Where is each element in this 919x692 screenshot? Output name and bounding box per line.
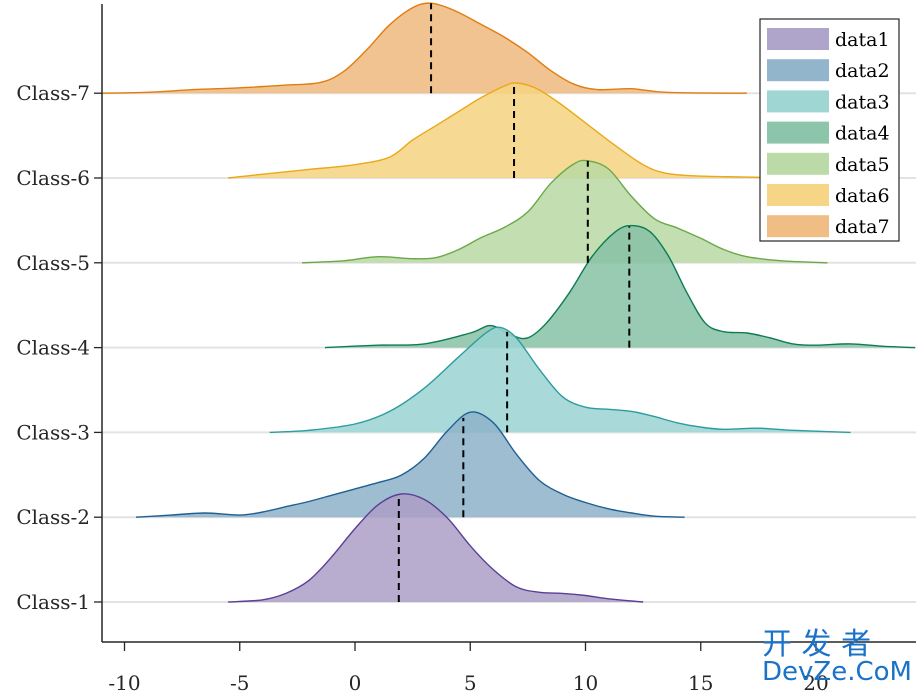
legend-label: data7 xyxy=(835,216,890,238)
y-tick-label: Class-1 xyxy=(16,590,90,614)
median-lines xyxy=(397,3,631,602)
x-tick-label: -10 xyxy=(108,671,140,692)
ridge-data3 xyxy=(269,326,851,434)
legend-item-data1: data1 xyxy=(767,28,890,51)
y-tick-label: Class-3 xyxy=(16,420,90,444)
legend-swatch xyxy=(767,215,829,238)
y-tick-label: Class-4 xyxy=(16,336,90,360)
legend-swatch xyxy=(767,152,829,175)
watermark: 开 发 者 DevZe.CoM xyxy=(762,627,912,687)
ridge-data1 xyxy=(228,493,644,603)
ridge-area-data1 xyxy=(228,493,644,602)
legend-label: data2 xyxy=(835,60,890,82)
ridge-outline-data6 xyxy=(228,82,782,179)
ridge-data7 xyxy=(101,2,747,94)
ridge-outline-data4 xyxy=(324,224,916,349)
ridge-outline-data5 xyxy=(301,159,828,264)
legend-swatch xyxy=(767,28,829,50)
x-tick-label: -5 xyxy=(230,671,249,692)
ridge-data5 xyxy=(301,159,828,264)
y-ticks: Class-1 Class-2 Class-3 Class-4 Class-5 Class… xyxy=(16,81,102,614)
watermark-cn: 开 发 者 xyxy=(762,627,871,662)
legend-label: data3 xyxy=(835,91,890,113)
y-tick-label: Class-5 xyxy=(16,251,90,275)
ridge-data6 xyxy=(228,82,782,179)
x-tick-label: 20 xyxy=(803,671,828,692)
ridge-area-data6 xyxy=(228,82,782,178)
legend: data1 data2 data3 data4 data5 data6 data7 xyxy=(759,18,900,242)
ridge-area-data2 xyxy=(136,411,685,518)
ridge-outline-data2 xyxy=(135,411,685,518)
watermark-en: DevZe.CoM xyxy=(762,657,912,687)
x-tick-label: 10 xyxy=(573,671,598,692)
legend-swatch xyxy=(767,184,829,206)
ridge-data4 xyxy=(324,224,916,349)
ridges xyxy=(101,2,916,603)
legend-swatch xyxy=(767,59,829,82)
legend-item-data5: data5 xyxy=(767,152,890,176)
x-tick-label: 0 xyxy=(349,671,362,692)
ridge-data2 xyxy=(135,411,685,518)
legend-item-data6: data6 xyxy=(767,184,890,207)
ridge-area-data3 xyxy=(269,327,851,433)
legend-item-data7: data7 xyxy=(767,215,890,238)
ridge-outline-data1 xyxy=(228,493,644,603)
axes xyxy=(101,4,916,643)
legend-label: data4 xyxy=(835,123,890,145)
y-tick-label: Class-2 xyxy=(16,505,90,529)
legend-item-data2: data2 xyxy=(767,59,890,82)
legend-swatch xyxy=(767,90,829,113)
y-tick-label: Class-6 xyxy=(16,166,90,190)
legend-label: data6 xyxy=(835,185,890,207)
legend-label: data5 xyxy=(835,154,890,176)
legend-item-data3: data3 xyxy=(767,90,890,113)
ridge-outline-data3 xyxy=(269,326,851,434)
legend-item-data4: data4 xyxy=(767,121,890,145)
x-tick-label: 15 xyxy=(688,671,713,692)
ridge-area-data4 xyxy=(325,225,916,348)
legend-swatch xyxy=(767,121,829,144)
x-ticks: -10 -5 0 5 10 15 20 xyxy=(108,642,829,692)
y-tick-label: Class-7 xyxy=(16,81,90,105)
ridge-area-data5 xyxy=(302,160,828,263)
legend-label: data1 xyxy=(835,29,890,51)
ridge-area-data7 xyxy=(101,3,747,94)
x-tick-label: 5 xyxy=(464,671,477,692)
